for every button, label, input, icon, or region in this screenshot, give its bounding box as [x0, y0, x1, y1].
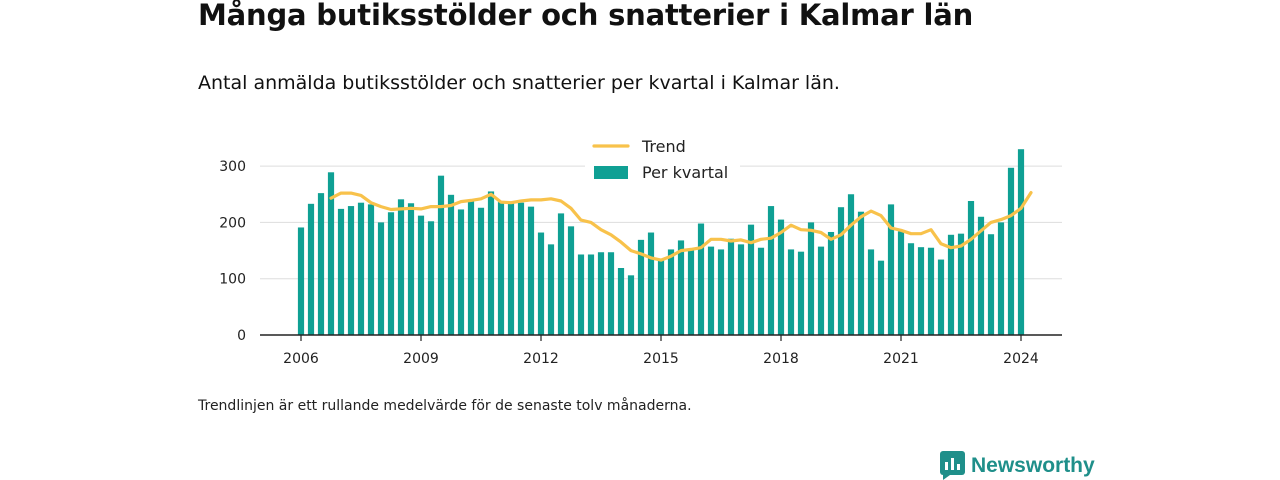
bar[interactable] — [567, 226, 575, 335]
bar[interactable] — [477, 207, 485, 335]
bar[interactable] — [1007, 167, 1015, 335]
bar[interactable] — [747, 224, 755, 335]
bar[interactable] — [887, 204, 895, 335]
x-tick-label: 2021 — [883, 351, 919, 367]
axes: 0 100 200 300 2006 2009 2012 2015 2018 2021 2024 — [219, 159, 1062, 367]
bar[interactable] — [427, 221, 435, 335]
bar[interactable] — [687, 249, 695, 335]
bar[interactable] — [697, 223, 705, 335]
bar[interactable] — [557, 213, 565, 335]
bar[interactable] — [537, 232, 545, 335]
newsworthy-logo[interactable]: Newsworthy — [940, 451, 1095, 480]
chart-title: Många butiksstölder och snatterier i Kal… — [198, 0, 974, 32]
y-tick-label: 200 — [219, 215, 246, 231]
bar[interactable] — [817, 246, 825, 335]
bar[interactable] — [337, 208, 345, 335]
bar[interactable] — [867, 249, 875, 335]
bar[interactable] — [827, 231, 835, 335]
bars — [297, 149, 1025, 335]
bar[interactable] — [837, 207, 845, 335]
bar[interactable] — [917, 247, 925, 335]
bar[interactable] — [587, 254, 595, 335]
bar[interactable] — [507, 201, 515, 335]
legend-bar-label: Per kvartal — [642, 163, 728, 182]
bar[interactable] — [627, 275, 635, 335]
bar[interactable] — [527, 206, 535, 335]
bar[interactable] — [727, 238, 735, 335]
bar[interactable] — [907, 243, 915, 335]
bar[interactable] — [707, 246, 715, 335]
bar[interactable] — [667, 249, 675, 335]
bar[interactable] — [637, 239, 645, 335]
bar[interactable] — [997, 222, 1005, 335]
bar[interactable] — [397, 199, 405, 335]
bar[interactable] — [757, 247, 765, 335]
bar[interactable] — [1017, 149, 1025, 335]
bar[interactable] — [357, 202, 365, 335]
footnote: Trendlinjen är ett rullande medelvärde f… — [198, 398, 692, 414]
bar[interactable] — [957, 233, 965, 335]
bar[interactable] — [467, 199, 475, 335]
x-tick-label: 2012 — [523, 351, 559, 367]
bar[interactable] — [297, 227, 305, 335]
bar[interactable] — [387, 212, 395, 335]
x-tick-label: 2009 — [403, 351, 439, 367]
bar[interactable] — [987, 234, 995, 335]
bar[interactable] — [787, 249, 795, 335]
bar[interactable] — [797, 251, 805, 335]
bar[interactable] — [857, 211, 865, 335]
bar[interactable] — [517, 202, 525, 335]
bar[interactable] — [437, 175, 445, 335]
bar[interactable] — [927, 247, 935, 335]
bar[interactable] — [547, 244, 555, 335]
chart-subtitle: Antal anmälda butiksstölder och snatteri… — [198, 72, 840, 94]
bar[interactable] — [657, 260, 665, 335]
bar[interactable] — [607, 252, 615, 335]
bar[interactable] — [777, 219, 785, 335]
y-tick-label: 0 — [237, 328, 246, 344]
bar[interactable] — [937, 259, 945, 335]
x-tick-label: 2024 — [1003, 351, 1039, 367]
bar[interactable] — [317, 193, 325, 335]
bar[interactable] — [737, 244, 745, 335]
bar[interactable] — [677, 240, 685, 335]
y-tick-label: 300 — [219, 159, 246, 175]
bar[interactable] — [617, 268, 625, 335]
bar[interactable] — [307, 203, 315, 335]
bar-chart-logo-icon — [940, 451, 965, 480]
bar[interactable] — [457, 209, 465, 335]
trend-line[interactable] — [329, 191, 1033, 262]
bar[interactable] — [327, 172, 335, 335]
bar[interactable] — [447, 194, 455, 335]
x-tick-label: 2015 — [643, 351, 679, 367]
bar[interactable] — [407, 203, 415, 335]
bar[interactable] — [977, 216, 985, 335]
bar[interactable] — [597, 252, 605, 335]
bar[interactable] — [647, 232, 655, 335]
bar[interactable] — [897, 231, 905, 335]
legend-trend-label: Trend — [641, 137, 686, 156]
bar[interactable] — [877, 260, 885, 335]
bar[interactable] — [717, 249, 725, 335]
legend: Trend Per kvartal — [585, 135, 740, 187]
bar[interactable] — [417, 215, 425, 335]
bar[interactable] — [347, 206, 355, 335]
x-tick-label: 2018 — [763, 351, 799, 367]
trend-line-group — [329, 191, 1033, 262]
bar[interactable] — [807, 222, 815, 335]
bar[interactable] — [767, 206, 775, 335]
bar[interactable] — [497, 202, 505, 335]
bar[interactable] — [947, 234, 955, 335]
bar[interactable] — [367, 204, 375, 335]
x-tick-label: 2006 — [283, 351, 319, 367]
y-tick-label: 100 — [219, 272, 246, 288]
legend-bar-swatch — [594, 166, 628, 179]
bar[interactable] — [847, 194, 855, 335]
bar[interactable] — [377, 222, 385, 335]
bar[interactable] — [577, 254, 585, 335]
bar[interactable] — [967, 201, 975, 335]
brand-name: Newsworthy — [971, 453, 1095, 477]
bar[interactable] — [487, 191, 495, 335]
